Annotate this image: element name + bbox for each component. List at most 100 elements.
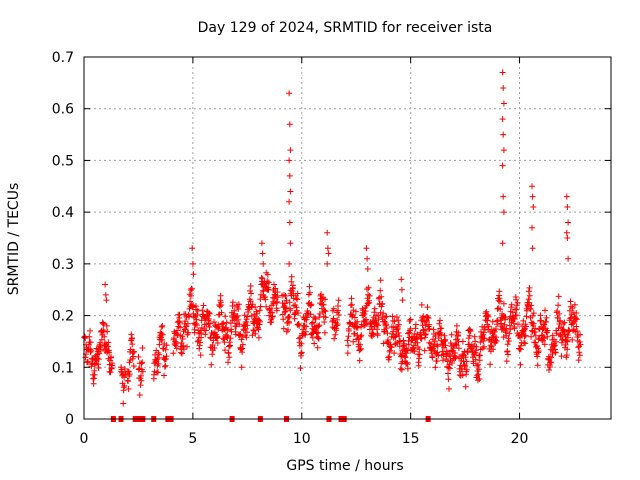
- data-point: [225, 359, 231, 366]
- data-point: [564, 346, 571, 353]
- data-point: [535, 348, 542, 355]
- data-point: [262, 296, 269, 303]
- spike-point: [286, 198, 293, 205]
- data-point: [193, 316, 200, 323]
- grid-lines: [84, 57, 611, 419]
- data-point: [163, 353, 170, 360]
- data-point: [257, 318, 263, 325]
- data-point: [87, 349, 94, 356]
- data-point: [100, 320, 106, 327]
- data-point: [94, 355, 101, 362]
- data-point: [87, 327, 93, 334]
- data-point: [431, 338, 438, 345]
- data-point: [218, 302, 225, 308]
- spike-point: [564, 204, 571, 210]
- data-point: [129, 341, 136, 348]
- data-point: [316, 310, 323, 317]
- data-point: [216, 323, 222, 330]
- data-point: [459, 372, 466, 379]
- data-point: [304, 314, 310, 321]
- data-point: [267, 305, 273, 312]
- data-point: [511, 316, 518, 322]
- spike-point: [398, 276, 405, 283]
- data-point: [188, 286, 195, 292]
- data-point: [553, 330, 560, 337]
- data-point: [205, 315, 212, 322]
- data-point: [373, 321, 380, 328]
- data-point: [561, 319, 568, 326]
- data-point: [401, 340, 408, 347]
- data-point: [354, 324, 361, 331]
- data-point: [476, 376, 483, 382]
- data-point: [573, 316, 580, 323]
- data-point: [251, 327, 257, 334]
- data-point: [516, 345, 523, 352]
- data-point: [462, 354, 469, 361]
- data-point: [360, 312, 367, 319]
- data-point: [462, 363, 469, 370]
- data-point: [291, 315, 298, 322]
- spike-point: [325, 250, 332, 257]
- data-point: [243, 334, 250, 341]
- data-point: [182, 318, 189, 325]
- data-point: [191, 329, 198, 336]
- data-point: [560, 321, 567, 327]
- data-point: [411, 348, 418, 355]
- data-point: [321, 329, 328, 336]
- data-point: [308, 320, 315, 327]
- data-point: [446, 351, 453, 358]
- data-point: [91, 371, 98, 378]
- data-point: [206, 309, 212, 316]
- data-point: [307, 311, 314, 318]
- data-point: [515, 321, 521, 328]
- data-point: [350, 307, 357, 314]
- data-point: [309, 319, 316, 326]
- data-point: [248, 290, 255, 297]
- data-point: [541, 341, 548, 348]
- data-point: [194, 311, 201, 318]
- data-point: [379, 300, 386, 307]
- data-point: [244, 329, 250, 336]
- data-point: [188, 292, 194, 299]
- data-point: [271, 281, 277, 288]
- data-point: [404, 365, 411, 372]
- data-point: [480, 338, 487, 344]
- data-point: [404, 361, 411, 368]
- data-point: [466, 332, 473, 339]
- data-point: [434, 343, 441, 350]
- data-point: [211, 319, 217, 325]
- data-point: [207, 334, 214, 341]
- data-point: [557, 317, 564, 324]
- spike-point: [398, 286, 405, 293]
- data-point: [173, 345, 180, 352]
- data-point: [306, 283, 313, 290]
- data-point: [211, 329, 218, 336]
- data-point: [95, 365, 102, 371]
- data-point: [139, 368, 146, 375]
- data-point: [321, 319, 328, 325]
- data-point: [273, 307, 280, 314]
- data-point: [207, 320, 213, 327]
- data-point: [383, 313, 390, 320]
- data-point: [136, 392, 143, 398]
- spike-point: [190, 271, 197, 278]
- x-tick-labels: 0 5 10 15 20: [80, 431, 529, 447]
- data-point: [437, 317, 443, 324]
- data-point: [139, 359, 146, 366]
- data-point: [505, 351, 511, 358]
- data-point: [90, 380, 97, 387]
- data-point: [177, 324, 184, 331]
- spike-point: [287, 147, 294, 154]
- data-point: [535, 349, 542, 356]
- data-point: [281, 309, 288, 316]
- data-point: [438, 325, 445, 332]
- spike-point: [258, 240, 265, 247]
- data-point: [521, 333, 528, 340]
- data-point: [514, 299, 521, 306]
- data-point: [265, 279, 272, 286]
- data-point: [363, 316, 370, 323]
- data-point: [487, 361, 494, 368]
- data-point: [322, 314, 329, 321]
- spike-point: [286, 90, 293, 97]
- data-points: [81, 69, 584, 422]
